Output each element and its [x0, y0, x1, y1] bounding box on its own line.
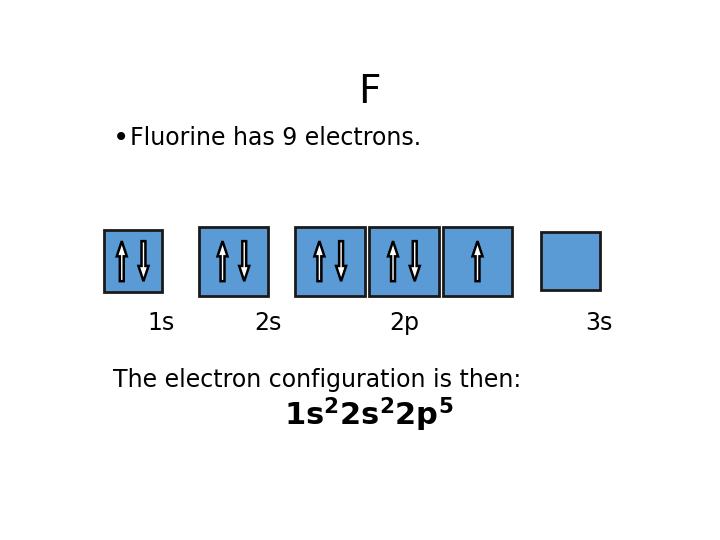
Polygon shape	[217, 241, 228, 281]
Polygon shape	[410, 241, 420, 281]
Text: Fluorine has 9 electrons.: Fluorine has 9 electrons.	[130, 126, 421, 150]
Polygon shape	[472, 241, 482, 281]
Bar	[443, 226, 513, 296]
Bar	[541, 232, 600, 290]
Polygon shape	[138, 241, 148, 281]
Text: F: F	[358, 73, 380, 111]
Text: 3s: 3s	[585, 310, 613, 335]
Text: 2p: 2p	[389, 310, 419, 335]
Polygon shape	[117, 241, 127, 281]
Polygon shape	[388, 241, 398, 281]
Text: $\mathbf{1s^22s^22p^5}$: $\mathbf{1s^22s^22p^5}$	[284, 396, 454, 434]
Polygon shape	[315, 241, 325, 281]
Text: •: •	[113, 124, 130, 152]
Bar	[199, 226, 269, 296]
Bar	[369, 226, 438, 296]
Text: 1s: 1s	[148, 310, 175, 335]
Polygon shape	[239, 241, 249, 281]
Text: 2s: 2s	[255, 310, 282, 335]
Text: The electron configuration is then:: The electron configuration is then:	[113, 368, 521, 393]
Bar	[104, 231, 162, 292]
Polygon shape	[336, 241, 346, 281]
Bar	[295, 226, 365, 296]
